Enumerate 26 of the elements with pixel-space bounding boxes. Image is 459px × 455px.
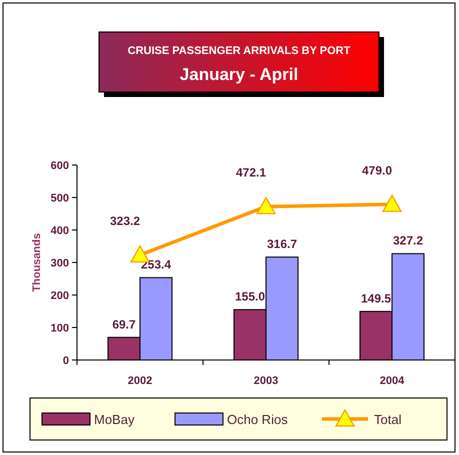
y-tick-label: 500 [50,192,69,204]
data-label: 479.0 [362,163,392,178]
chart-title: CRUISE PASSENGER ARRIVALS BY PORT [128,45,351,57]
y-tick-label: 0 [62,355,69,367]
x-tick-label: 2003 [254,375,278,387]
data-label: 149.5 [360,291,392,306]
data-label: 472.1 [236,166,266,180]
data-label: 316.7 [266,237,298,252]
data-label: 323.2 [110,214,140,228]
chart-subtitle: January - April [180,65,298,84]
data-label: 155.0 [234,290,266,304]
y-tick-label: 300 [50,258,69,270]
y-tick-label: 100 [50,322,69,334]
x-tick-label: 2004 [380,375,406,387]
y-tick-label: 200 [50,290,69,302]
y-axis-title: Thousands [31,233,43,292]
point [256,196,276,214]
point [382,194,402,212]
data-label: 327.2 [392,234,424,248]
y-tick-label: 400 [50,225,69,237]
y-tick-label: 600 [50,160,69,172]
legend-label: MoBay [94,412,135,427]
x-tick-label: 2002 [128,375,152,387]
legend-label: Ocho Rios [227,412,288,427]
data-label: 69.7 [112,317,136,332]
legend-label: Total [374,412,402,427]
